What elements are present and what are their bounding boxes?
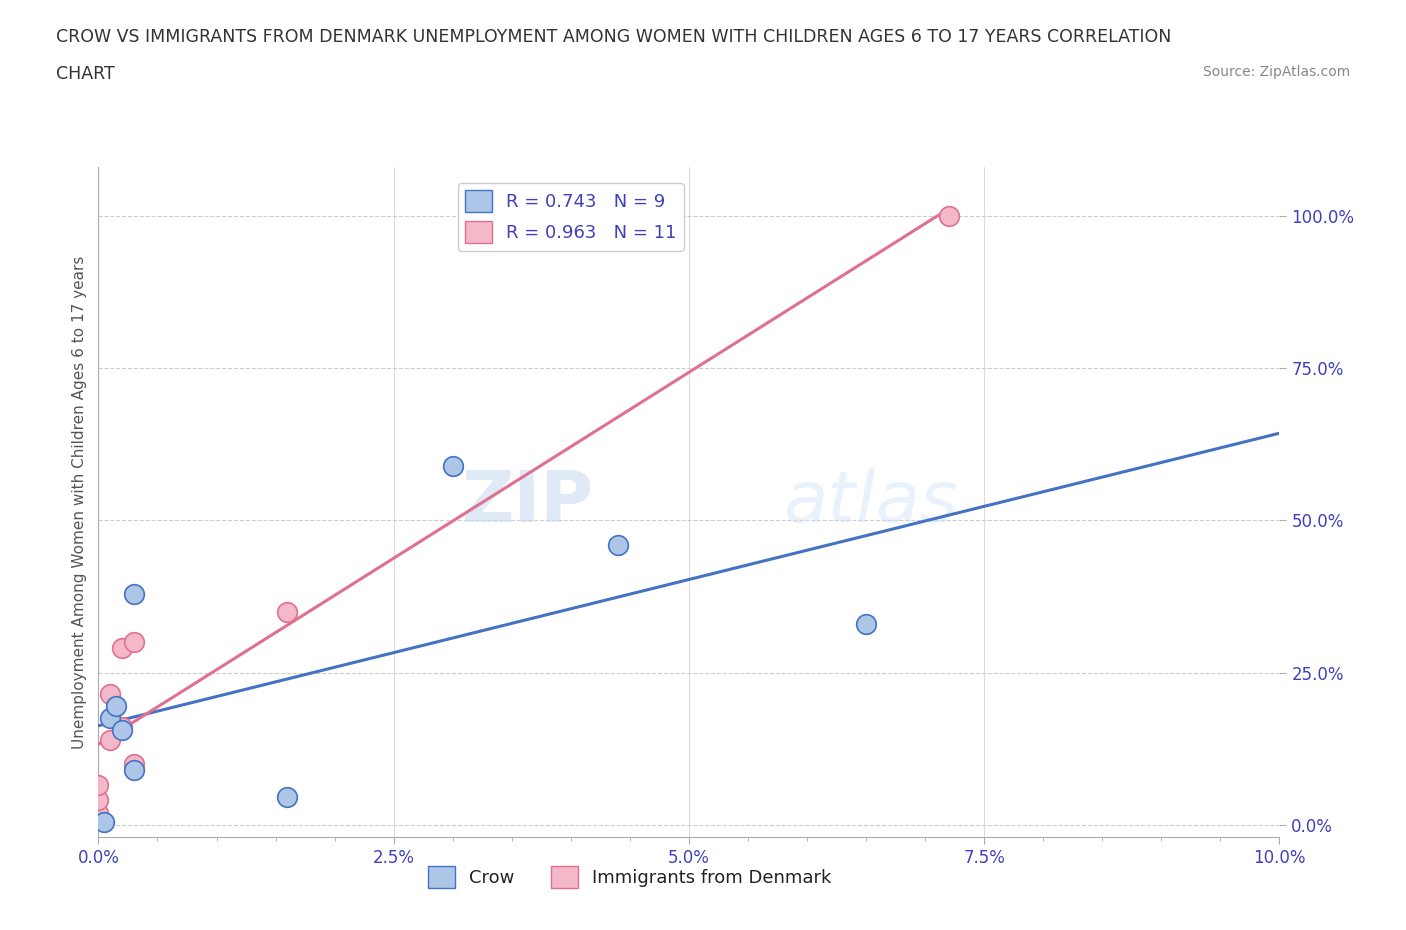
Point: [111, 720, 134, 735]
Point: [87, 793, 110, 808]
Text: atlas: atlas: [783, 468, 957, 537]
Point: [276, 604, 298, 619]
Point: [855, 617, 877, 631]
Point: [98, 686, 121, 701]
Point: [111, 641, 134, 656]
Point: [276, 790, 298, 804]
Text: ZIP: ZIP: [463, 468, 595, 537]
Point: [93, 815, 115, 830]
Point: [87, 805, 110, 820]
Legend: Crow, Immigrants from Denmark: Crow, Immigrants from Denmark: [420, 858, 839, 895]
Point: [607, 538, 630, 552]
Point: [98, 711, 121, 725]
Point: [441, 458, 464, 473]
Point: [122, 635, 145, 650]
Point: [122, 586, 145, 601]
Text: Source: ZipAtlas.com: Source: ZipAtlas.com: [1202, 65, 1350, 79]
Y-axis label: Unemployment Among Women with Children Ages 6 to 17 years: Unemployment Among Women with Children A…: [72, 256, 87, 749]
Point: [105, 698, 128, 713]
Text: CHART: CHART: [56, 65, 115, 83]
Point: [122, 756, 145, 771]
Point: [938, 208, 960, 223]
Point: [122, 763, 145, 777]
Point: [111, 723, 134, 737]
Text: CROW VS IMMIGRANTS FROM DENMARK UNEMPLOYMENT AMONG WOMEN WITH CHILDREN AGES 6 TO: CROW VS IMMIGRANTS FROM DENMARK UNEMPLOY…: [56, 28, 1171, 46]
Point: [87, 777, 110, 792]
Point: [98, 732, 121, 747]
